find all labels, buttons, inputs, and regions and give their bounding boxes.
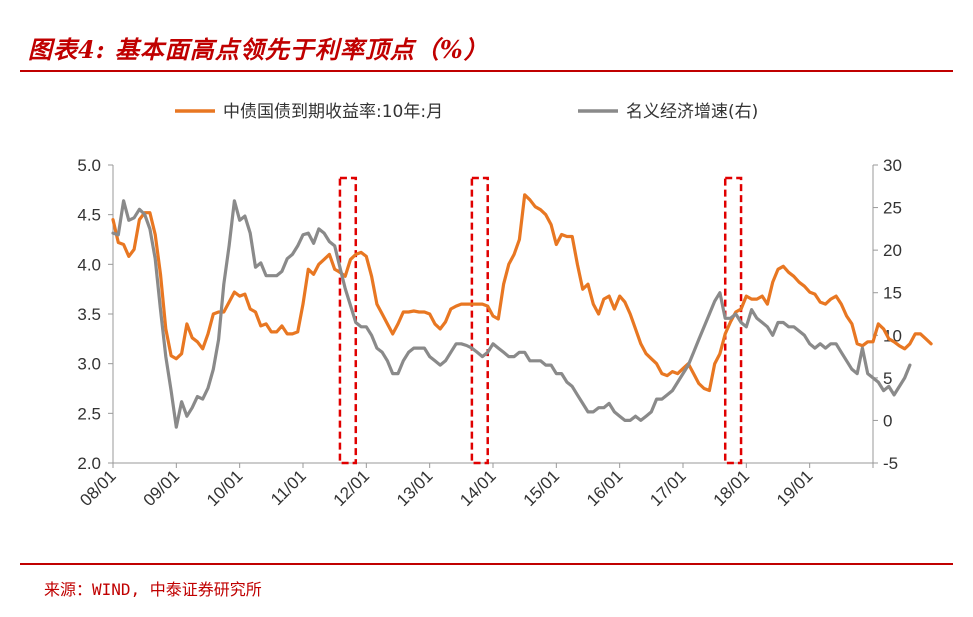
page-title: 图表4: 基本面高点领先于利率顶点（%）	[28, 35, 489, 64]
x-tick-label: 17/01	[646, 466, 690, 510]
y-right-tick-label: -5	[883, 454, 898, 473]
x-tick-label: 16/01	[583, 466, 627, 510]
y-right-tick-label: 20	[883, 241, 902, 260]
title-bar	[20, 18, 953, 72]
footer-divider	[20, 563, 953, 565]
x-tick-label: 12/01	[330, 466, 374, 510]
y-left-tick-label: 4.5	[77, 206, 101, 225]
bond-yield-line	[111, 193, 933, 393]
legend-item-nominal-growth-label: 名义经济增速(右)	[626, 102, 758, 122]
y-left-tick-label: 4.0	[77, 255, 101, 274]
y-right-tick-label: 15	[883, 284, 902, 303]
source-note: 来源：WIND, 中泰证券研究所	[44, 580, 262, 599]
y-right-tick-label: 0	[883, 411, 892, 430]
y-left-tick-label: 5.0	[77, 156, 101, 175]
x-tick-label: 18/01	[710, 466, 754, 510]
x-tick-label: 15/01	[520, 466, 564, 510]
x-tick-label: 19/01	[773, 466, 817, 510]
highlight-box	[338, 176, 358, 465]
y-right-tick-label: 5	[883, 369, 892, 388]
x-tick-label: 14/01	[456, 466, 500, 510]
highlight-box	[470, 176, 489, 465]
x-tick-label: 09/01	[140, 466, 184, 510]
x-tick-label: 11/01	[267, 466, 310, 509]
y-left-tick-label: 2.0	[77, 454, 101, 473]
x-tick-label: 13/01	[393, 466, 437, 510]
nominal-growth-line	[111, 199, 912, 429]
y-left-tick-label: 3.5	[77, 305, 101, 324]
legend-item-bond-yield-label: 中债国债到期收益率:10年:月	[223, 102, 443, 122]
x-tick-label: 10/01	[203, 466, 247, 510]
y-left-tick-label: 3.0	[77, 355, 101, 374]
y-right-tick-label: 30	[883, 156, 902, 175]
y-right-tick-label: 25	[883, 199, 902, 218]
y-right-tick-label: 10	[883, 326, 902, 345]
y-left-tick-label: 2.5	[77, 404, 101, 423]
